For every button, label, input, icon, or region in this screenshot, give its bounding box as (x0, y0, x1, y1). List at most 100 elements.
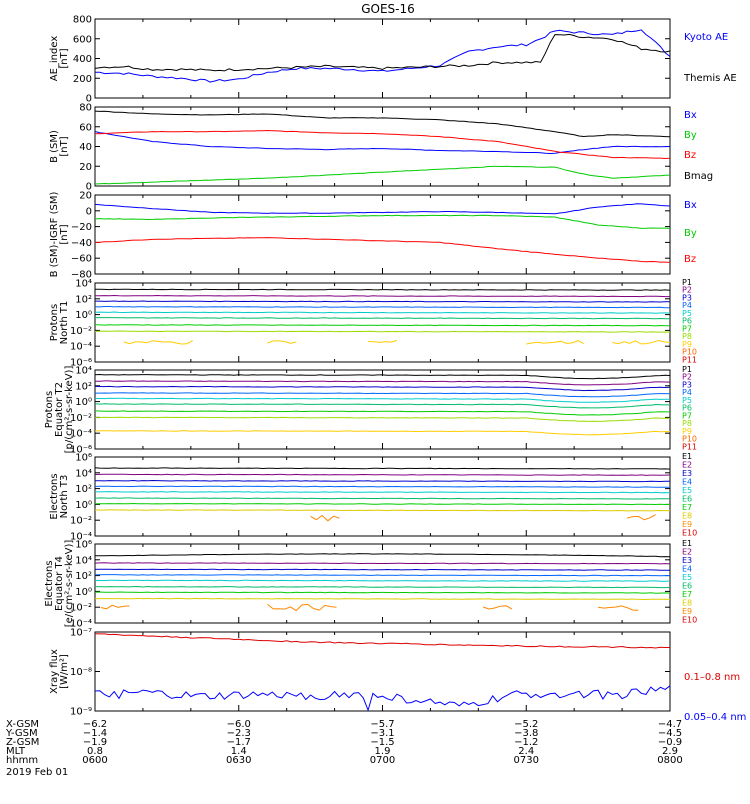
panel-3-ytick-label: 10⁻⁶ (70, 358, 92, 369)
panel-3-series-p2 (95, 294, 670, 298)
panel-0-ylabel-line-1: [nT] (59, 48, 70, 68)
panel-4-legend-p6: P6 (682, 404, 692, 413)
panel-4-series-p3 (94, 385, 671, 392)
panel-6-series-e1 (95, 553, 671, 558)
panel-6-ytick-label: 10⁶ (75, 540, 92, 551)
xaxis-row-label-mlt: MLT (6, 746, 26, 757)
panel-1-legend-bx: Bx (684, 110, 697, 121)
panel-3-series-p1 (94, 288, 671, 291)
panel-1-ytick-label: 60 (79, 122, 92, 133)
panel-4-series-p9 (94, 430, 670, 436)
panel-4-legend-p5: P5 (682, 396, 692, 405)
panel-1-series-bx (94, 131, 671, 155)
panel-3-legend-p1: P1 (682, 278, 692, 287)
panel-5-ytick-label: 10⁴ (75, 468, 92, 479)
panel-3-series-p9-fragment (123, 340, 193, 345)
xaxis-value-z-gsm-4: −0.9 (658, 737, 682, 748)
panel-1-legend-bz: Bz (684, 150, 696, 161)
panel-5-series-e7 (95, 502, 670, 506)
panel-4-ytick-label: 10² (75, 381, 92, 392)
panel-5-ytick-label: 10² (75, 484, 92, 495)
panel-5-series-e2 (94, 473, 671, 476)
panel-3-legend-p2: P2 (682, 286, 692, 295)
panel-2-legend-bz: Bz (684, 254, 696, 265)
xaxis-row-label-y-gsm: Y-GSM (5, 728, 38, 739)
panel-4-ytick-label: 10⁰ (75, 397, 92, 408)
panel-3-ytick-label: 10⁰ (75, 310, 92, 321)
panel-5-series-e1 (94, 467, 671, 470)
panel-2-series-bz (94, 237, 671, 263)
panel-5-series-e8 (95, 509, 671, 512)
panel-3-frame (94, 282, 671, 363)
panel-6-ylabel-line-2: [e/(cm²-s-sr-keV)] (64, 540, 75, 628)
panel-1-ytick-label: 80 (79, 103, 92, 114)
panel-1-legend-by: By (684, 130, 697, 141)
panel-3-series-p9-fragment (612, 339, 671, 345)
panel-1-series-bmag (94, 110, 671, 138)
panel-5-legend-e9: E9 (682, 520, 692, 529)
xaxis-value-z-gsm-0: −1.9 (83, 737, 107, 748)
panel-0-series-kyoto-ae (95, 29, 671, 83)
panel-6-series-e4 (95, 574, 671, 577)
panel-6-legend-e4: E4 (682, 565, 692, 574)
panel-3-series-p8 (94, 330, 671, 333)
panel-2-ylabel-line-0: B (SM)-IGRF (SM) (49, 192, 60, 278)
panel-1-legend-bmag: Bmag (684, 171, 713, 182)
panel-3-legend-p10: P10 (682, 348, 697, 357)
panel-3-legend-p6: P6 (682, 317, 692, 326)
xaxis-value-z-gsm-1: −1.7 (227, 737, 251, 748)
panel-6-ytick-label: 10⁴ (75, 555, 92, 566)
panel-4-ytick-label: 10⁻⁴ (70, 429, 92, 440)
panel-6-legend-e2: E2 (682, 548, 692, 557)
panel-3-ylabel-line-1: North T1 (59, 301, 70, 345)
xaxis-value-mlt-2: 1.9 (375, 746, 391, 757)
panel-3-legend-p3: P3 (682, 293, 692, 302)
panel-5-legend-e6: E6 (682, 495, 692, 504)
panel-0-ytick-label: 400 (73, 54, 92, 65)
xaxis-value-x-gsm-3: −5.2 (514, 719, 538, 730)
panel-0-legend-themis-ae: Themis AE (683, 73, 737, 84)
panel-3-series-p6 (94, 317, 671, 320)
panel-4-legend-p11: P11 (682, 442, 697, 451)
panel-5-ytick-label: 10⁻² (70, 516, 92, 527)
panel-7-ylabel-line-1: [W/m²] (59, 654, 70, 689)
xaxis-value-mlt-0: 0.8 (87, 746, 103, 757)
panel-2-ytick-label: 20 (79, 191, 92, 202)
xaxis-value-hhmm-0: 0600 (82, 755, 107, 766)
panel-0-legend-kyoto-ae: Kyoto AE (684, 32, 728, 43)
panel-3-ytick-label: 10⁻² (70, 326, 92, 337)
panel-1-ytick-label: 20 (79, 162, 92, 173)
panel-6-series-e9-fragment (598, 605, 639, 611)
panel-6-legend-e7: E7 (682, 590, 692, 599)
panel-1-series-bz (94, 129, 671, 160)
panel-5-series-e4 (94, 485, 670, 488)
panel-4-ytick-label: 10⁻² (70, 413, 92, 424)
panel-6-legend-e6: E6 (682, 582, 692, 591)
xaxis-value-y-gsm-4: −4.5 (658, 728, 682, 739)
panel-0-series-themis-ae (94, 33, 671, 72)
panel-0-ytick-label: 200 (73, 74, 92, 85)
panel-0-ytick-label: 0 (86, 94, 92, 105)
panel-2-ytick-label: 0 (86, 206, 92, 217)
panel-5-series-e5 (94, 491, 671, 494)
xaxis-value-z-gsm-2: −1.5 (370, 737, 394, 748)
panel-2-ytick-label: −60 (71, 254, 92, 265)
panel-5-legend-e10: E10 (682, 529, 697, 538)
panel-3-legend-p5: P5 (682, 309, 692, 318)
panel-3-legend-p8: P8 (682, 332, 692, 341)
panel-1-ylabel-line-0: B (SM) (49, 130, 60, 163)
panel-3-series-p5 (94, 311, 671, 314)
panel-4-ytick-label: 10⁴ (75, 366, 92, 377)
xaxis-value-x-gsm-1: −6.0 (227, 719, 251, 730)
xaxis-value-z-gsm-3: −1.2 (514, 737, 538, 748)
xaxis-value-y-gsm-1: −2.3 (227, 728, 251, 739)
panel-3-series-p9-fragment (368, 339, 398, 343)
panel-4-series-p8 (95, 416, 671, 422)
panel-5-legend-e7: E7 (682, 503, 692, 512)
panel-4-legend-p9: P9 (682, 427, 692, 436)
panel-5-ytick-label: 10⁶ (75, 453, 92, 464)
panel-3-ytick-label: 10⁻⁴ (70, 342, 92, 353)
panel-4-legend-p8: P8 (682, 419, 692, 428)
xaxis-value-x-gsm-2: −5.7 (370, 719, 394, 730)
panel-4-ylabel-line-2: [p/(cm²-s-sr-keV)] (64, 366, 75, 454)
